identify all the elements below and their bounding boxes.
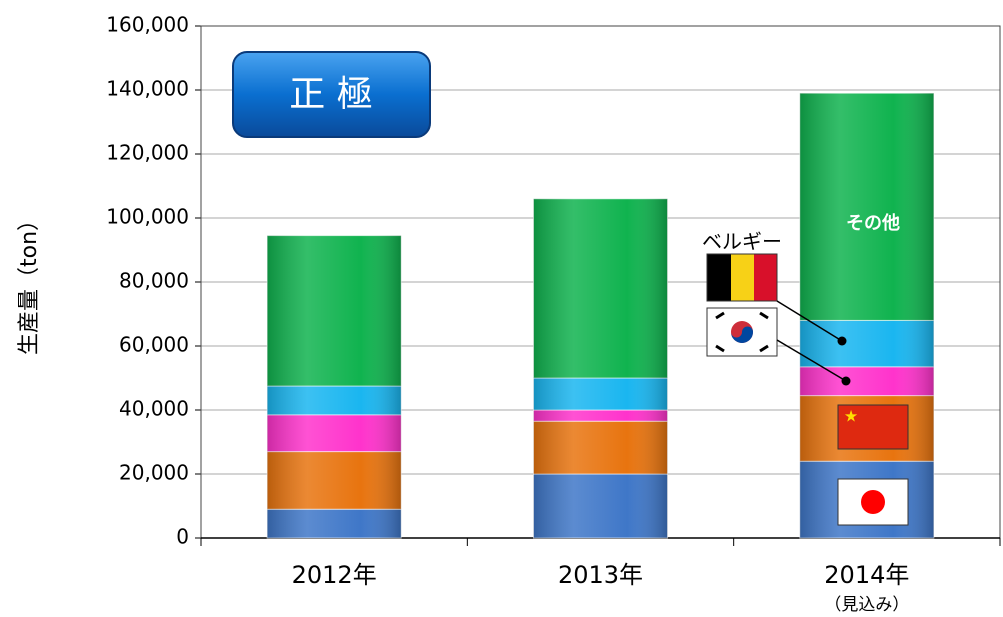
- y-tick-label: 140,000: [106, 77, 189, 101]
- x-tick-label: 2014年: [824, 561, 909, 589]
- bar-shade: [533, 421, 668, 474]
- y-tick-label: 20,000: [119, 461, 189, 485]
- chart-title: 正 極: [289, 74, 372, 115]
- x-tick-note: （見込み）: [824, 595, 909, 615]
- annotation: ベルギー: [702, 230, 782, 254]
- y-tick-label: 80,000: [119, 269, 189, 293]
- bar-shade: [533, 410, 668, 422]
- svg-text:★: ★: [844, 407, 858, 426]
- bar-shade: [267, 509, 402, 538]
- flag-korea: [706, 307, 778, 357]
- flag-china: ★: [837, 404, 909, 450]
- y-tick-label: 60,000: [119, 333, 189, 357]
- pointer-dot: [841, 376, 851, 386]
- y-tick-label: 40,000: [119, 397, 189, 421]
- bar-shade: [533, 198, 668, 378]
- bar-shade: [267, 386, 402, 415]
- y-tick-label: 100,000: [106, 205, 189, 229]
- bar-shade: [267, 235, 402, 386]
- bar-shade: [267, 414, 402, 452]
- bar-shade: [533, 378, 668, 410]
- bar-shade: [799, 93, 934, 321]
- flag-belgium: [706, 253, 778, 302]
- y-tick-label: 0: [176, 525, 189, 549]
- x-tick-label: 2013年: [558, 561, 643, 589]
- title-box: [232, 51, 431, 138]
- pointer: [776, 300, 847, 382]
- y-axis-label: 生産量（ton）: [17, 209, 42, 355]
- bar-shade: [799, 366, 934, 396]
- x-tick-label: 2012年: [292, 561, 377, 589]
- pointer-dot: [837, 336, 847, 346]
- flag-japan: [837, 478, 909, 526]
- y-tick-label: 120,000: [106, 141, 189, 165]
- y-tick-label: 160,000: [106, 13, 189, 37]
- bar-shade: [267, 451, 402, 510]
- bar-shade: [533, 474, 668, 538]
- annotation: その他: [846, 212, 900, 234]
